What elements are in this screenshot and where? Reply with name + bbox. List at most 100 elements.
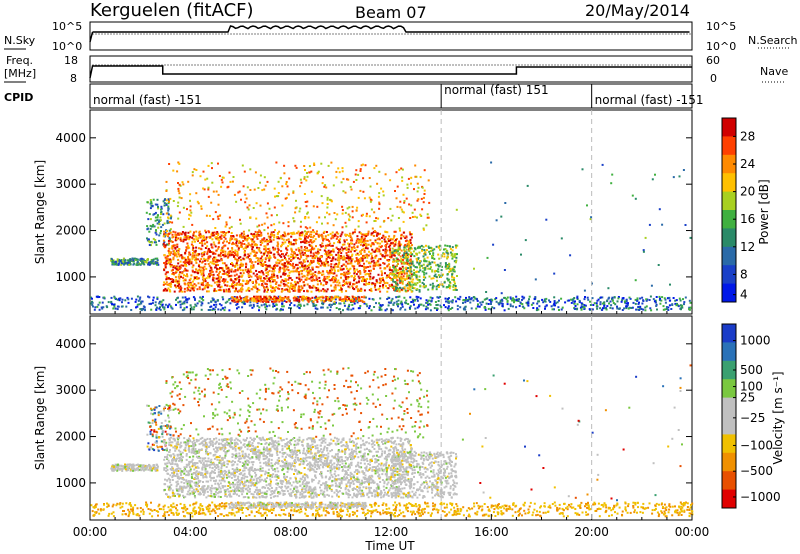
range-cell <box>208 256 211 258</box>
range-cell <box>534 278 537 281</box>
range-cell <box>522 305 525 308</box>
range-cell <box>641 296 644 299</box>
range-cell <box>452 285 455 288</box>
range-cell <box>236 307 238 310</box>
range-cell <box>203 188 206 191</box>
range-cell <box>193 256 196 259</box>
range-cell <box>391 309 394 312</box>
range-cell <box>164 231 167 234</box>
range-cell <box>273 206 276 209</box>
range-cell <box>235 273 238 276</box>
range-cell <box>182 264 185 267</box>
range-cell <box>283 273 286 276</box>
range-cell <box>358 296 361 299</box>
range-cell <box>154 257 157 260</box>
range-cell <box>258 250 261 253</box>
range-cell <box>208 276 211 279</box>
range-cell <box>334 301 337 304</box>
range-cell <box>169 258 172 261</box>
range-cell <box>341 209 344 212</box>
range-cell <box>152 258 155 261</box>
range-cell <box>554 304 556 307</box>
range-cell <box>573 302 576 305</box>
range-cell <box>255 280 258 283</box>
range-cell <box>452 268 455 271</box>
range-cell <box>689 301 692 304</box>
range-cell <box>106 306 109 309</box>
range-cell <box>430 266 432 269</box>
range-cell <box>303 296 305 299</box>
range-cell <box>195 230 198 233</box>
range-cell <box>349 234 352 237</box>
range-cell <box>191 254 194 257</box>
range-cell <box>218 289 221 291</box>
range-cell <box>325 186 328 189</box>
range-cell <box>330 271 333 274</box>
range-cell <box>260 297 263 300</box>
range-cell <box>469 298 472 301</box>
range-cell <box>342 298 345 301</box>
range-cell <box>336 235 339 238</box>
range-cell <box>379 252 382 255</box>
range-cell <box>359 305 362 307</box>
range-cell <box>197 202 200 205</box>
range-cell <box>232 176 235 178</box>
range-cell <box>386 298 389 300</box>
range-cell <box>464 301 467 304</box>
range-cell <box>409 283 412 286</box>
range-cell <box>377 273 380 276</box>
range-cell <box>339 235 342 238</box>
range-cell <box>611 299 614 302</box>
range-cell <box>555 302 557 305</box>
range-cell <box>409 259 412 262</box>
range-cell <box>170 217 172 220</box>
range-cell <box>168 229 171 232</box>
range-cell <box>409 251 412 254</box>
range-cell <box>322 273 325 276</box>
range-cell <box>326 270 329 273</box>
range-cell <box>360 287 363 290</box>
range-cell <box>139 308 142 310</box>
range-cell <box>375 302 377 305</box>
range-cell <box>553 303 556 306</box>
range-cell <box>398 240 401 243</box>
range-cell <box>385 246 388 249</box>
range-cell <box>429 246 432 249</box>
range-cell <box>135 298 138 301</box>
range-cell <box>193 278 196 281</box>
range-cell <box>309 240 312 243</box>
range-cell <box>251 288 254 291</box>
range-cell <box>341 249 344 252</box>
range-cell <box>198 231 201 234</box>
range-cell <box>284 257 286 260</box>
range-cell <box>370 283 373 286</box>
range-cell <box>348 218 350 221</box>
range-cell <box>331 250 334 253</box>
range-cell <box>202 237 205 240</box>
range-cell <box>249 258 252 261</box>
range-cell <box>425 272 428 275</box>
range-cell <box>355 179 358 181</box>
range-cell <box>239 295 241 298</box>
range-cell <box>288 274 291 277</box>
range-cell <box>376 233 379 236</box>
range-cell <box>219 286 222 289</box>
range-cell <box>267 273 270 276</box>
range-cell <box>305 241 308 244</box>
range-cell <box>249 304 252 307</box>
range-cell <box>202 187 205 190</box>
y-tick-label: 3000 <box>55 177 86 191</box>
range-cell <box>186 298 188 301</box>
range-cell <box>424 267 427 270</box>
range-cell <box>294 270 297 273</box>
range-cell <box>470 297 473 300</box>
range-cell <box>189 277 192 280</box>
range-cell <box>281 289 284 292</box>
range-cell <box>233 252 236 255</box>
range-cell <box>194 249 197 252</box>
range-cell <box>201 260 204 263</box>
range-cell <box>199 260 201 263</box>
range-cell <box>316 257 319 260</box>
range-cell <box>269 296 272 299</box>
range-cell <box>209 306 212 308</box>
